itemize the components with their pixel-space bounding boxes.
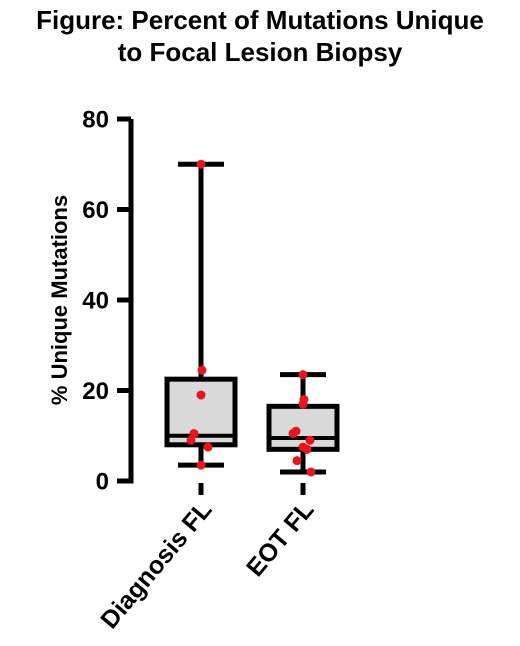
data-point xyxy=(298,399,308,409)
data-point xyxy=(197,365,207,375)
data-point xyxy=(292,456,302,466)
data-point xyxy=(196,390,206,400)
y-tick-label: 0 xyxy=(96,469,109,496)
data-point xyxy=(189,428,199,438)
chart-title-line2: to Focal Lesion Biopsy xyxy=(117,37,403,67)
data-point xyxy=(298,370,308,380)
data-point xyxy=(288,428,298,438)
data-point xyxy=(196,460,206,470)
y-tick-label: 20 xyxy=(82,378,109,405)
chart-title-line1: Figure: Percent of Mutations Unique xyxy=(36,5,484,35)
data-point xyxy=(203,442,213,452)
data-point xyxy=(306,467,316,477)
data-point xyxy=(186,435,196,445)
y-axis-title: % Unique Mutations xyxy=(47,195,72,405)
data-point xyxy=(196,159,206,169)
data-point xyxy=(302,444,312,454)
y-tick-label: 80 xyxy=(82,107,109,134)
y-tick-label: 60 xyxy=(82,197,109,224)
y-tick-label: 40 xyxy=(82,288,109,315)
chart-title: Figure: Percent of Mutations Unique to F… xyxy=(0,0,520,68)
x-category-label: Diagnosis FL xyxy=(95,496,217,634)
data-point xyxy=(305,435,315,445)
x-category-label: EOT FL xyxy=(241,496,320,582)
